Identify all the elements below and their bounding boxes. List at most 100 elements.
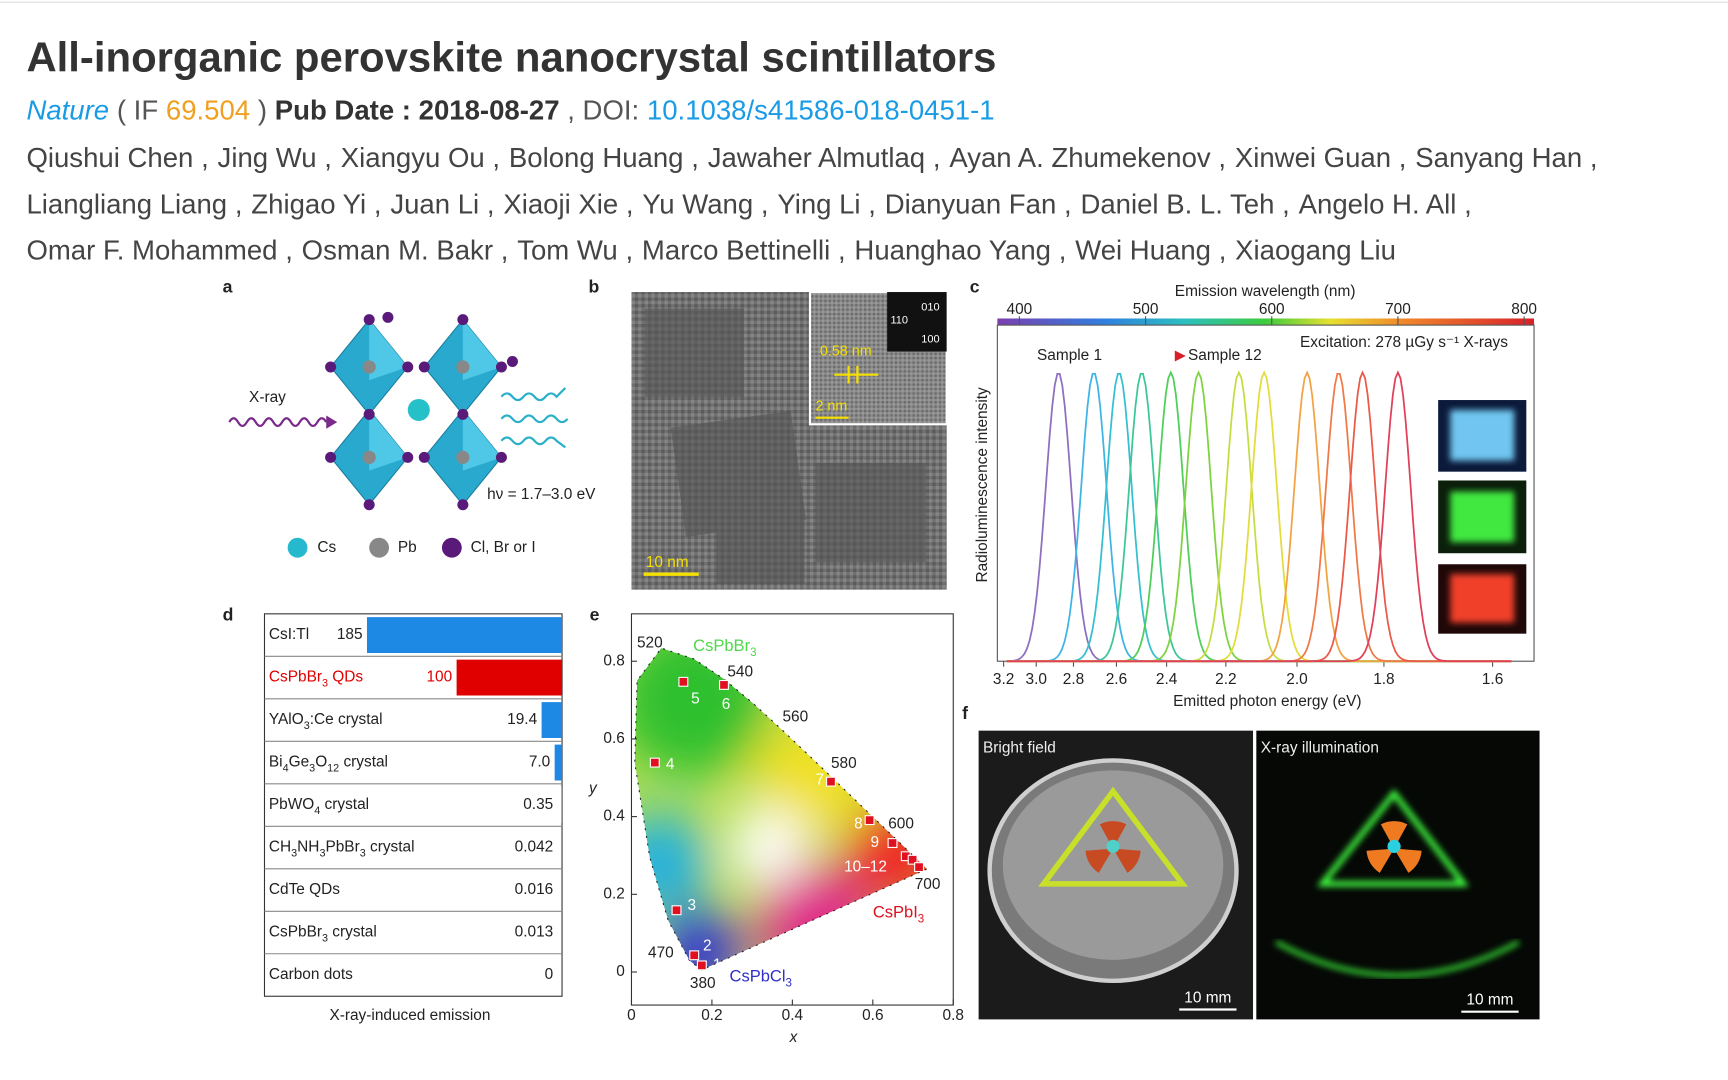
point: [696, 960, 707, 971]
author: Liangliang Liang: [26, 188, 227, 219]
crystal-structure: [228, 311, 569, 511]
excitation-label: Excitation: 278 µGy s⁻¹ X-rays: [1300, 334, 1508, 351]
legend-label: Cs: [317, 539, 336, 556]
meta-line: Nature ( IF 69.504) Pub Date : 2018-08-27, …: [26, 95, 994, 126]
author-separator: ,: [374, 188, 382, 219]
panel-a: a X-ray hν = 1.7–3.0 eV Cs Pb Cl, Br or …: [223, 276, 596, 558]
point-label: 10–12: [844, 858, 887, 875]
top-tick-label: 800: [1511, 301, 1537, 318]
blob: [729, 809, 807, 887]
bar: [366, 617, 563, 654]
meta-bold: Pub Date : 2018-08-27: [275, 95, 560, 126]
scale-label: 2 nm: [816, 398, 848, 414]
x-tick-label: 0.4: [782, 1007, 804, 1024]
spectral-locus: [634, 647, 929, 971]
author: Dianyuan Fan: [885, 188, 1057, 219]
point: [678, 676, 689, 687]
author-separator: ,: [1059, 235, 1067, 266]
row-value: 7.0: [529, 754, 550, 771]
row-name: Bi4Ge3O12 crystal: [269, 754, 388, 775]
top-tick-label: 700: [1385, 301, 1411, 318]
author-separator: ,: [487, 188, 495, 219]
row-value: 0.016: [515, 881, 554, 898]
trefoil-center: [1387, 839, 1401, 853]
author-separator: ,: [868, 188, 876, 219]
row-name: CH3NH3PbBr3 crystal: [269, 839, 415, 860]
spectrum-bar: [997, 318, 1535, 326]
row-value: 0.042: [515, 839, 554, 856]
legend-swatch: [369, 537, 390, 558]
scale-label: 10 mm: [1184, 990, 1231, 1007]
author-separator: ,: [933, 142, 941, 173]
axis-title: x: [789, 1029, 799, 1046]
trefoil: [1085, 821, 1141, 873]
author-separator: ,: [1219, 235, 1227, 266]
author: Wei Huang: [1075, 235, 1211, 266]
row-value: 0.013: [515, 924, 554, 941]
energy-label: hν = 1.7–3.0 eV: [487, 486, 596, 503]
author: Xiaogang Liu: [1235, 235, 1396, 266]
author-separator: ,: [492, 142, 500, 173]
panel-c: c Emission wavelength (nm) Excitation: 2…: [970, 276, 1537, 710]
author: Jing Wu: [218, 142, 317, 173]
author-separator: ,: [501, 235, 509, 266]
author-separator: ,: [235, 188, 243, 219]
author-separator: ,: [201, 142, 209, 173]
fft-label: 110: [890, 315, 908, 327]
x-tick-label: 0.8: [943, 1007, 964, 1024]
x-tick-label: 0: [627, 1007, 636, 1024]
legend-swatch: [287, 537, 308, 558]
paper-title: All-inorganic perovskite nanocrystal sci…: [26, 34, 996, 81]
wavelength-label: 470: [648, 944, 674, 961]
row-name: Carbon dots: [269, 966, 353, 983]
row-value: 19.4: [507, 711, 537, 728]
bar: [541, 702, 563, 738]
author-separator: ,: [1064, 188, 1072, 219]
scale-label: 10 mm: [1466, 992, 1513, 1009]
x-tick-label: 0.2: [701, 1007, 722, 1024]
author: Angelo H. All: [1299, 188, 1457, 219]
author: Qiushui Chen: [26, 142, 193, 173]
author: Omar F. Mohammed: [26, 235, 277, 266]
author: Huanghao Yang: [854, 235, 1051, 266]
row-value: 0.35: [523, 796, 553, 813]
author: Yu Wang: [642, 188, 753, 219]
meta-journal: Nature: [26, 95, 109, 126]
point: [887, 838, 898, 848]
wavelength-label: 520: [637, 635, 663, 652]
meta-if: 69.504: [166, 95, 250, 126]
point-label: 6: [722, 696, 731, 713]
wavelength-label: 540: [727, 663, 753, 680]
point: [914, 862, 925, 873]
xray-label: X-ray: [249, 389, 286, 406]
compound-label: CsPbCl3: [730, 967, 792, 990]
y-tick-label: 0.8: [603, 652, 624, 669]
author: Marco Bettinelli: [642, 235, 830, 266]
sample-arrow-head: [1174, 350, 1186, 362]
meta-link: 10.1038/s41586-018-0451-1: [647, 95, 995, 126]
author-separator: ,: [1464, 188, 1472, 219]
top-tick-label: 600: [1259, 301, 1285, 318]
author-separator: ,: [1282, 188, 1290, 219]
author: Xinwei Guan: [1235, 142, 1391, 173]
point: [671, 905, 682, 916]
axis-title: Emission wavelength (nm): [1175, 283, 1356, 300]
photo-xray: [1256, 730, 1540, 1020]
point: [826, 776, 836, 787]
panel-f: f Bright field X-ray illumination 10 mm …: [962, 703, 1540, 1020]
panel-label: c: [970, 276, 980, 296]
row-value: 100: [426, 669, 452, 686]
fft-inset: [887, 292, 947, 352]
panel-label: b: [588, 276, 599, 296]
wavelength-label: 560: [782, 709, 808, 726]
row-name: YAlO3:Ce crystal: [269, 711, 383, 732]
bar: [456, 659, 563, 696]
sample-label: Sample 12: [1188, 347, 1262, 364]
dish-glow: [1275, 940, 1520, 978]
fft-label: 010: [921, 301, 939, 313]
top-tick-label: 500: [1133, 301, 1159, 318]
authors: Qiushui Chen, Jing Wu, Xiangyu Ou, Bolong H…: [26, 142, 1597, 266]
point: [649, 757, 660, 768]
triangle: [1038, 786, 1188, 887]
